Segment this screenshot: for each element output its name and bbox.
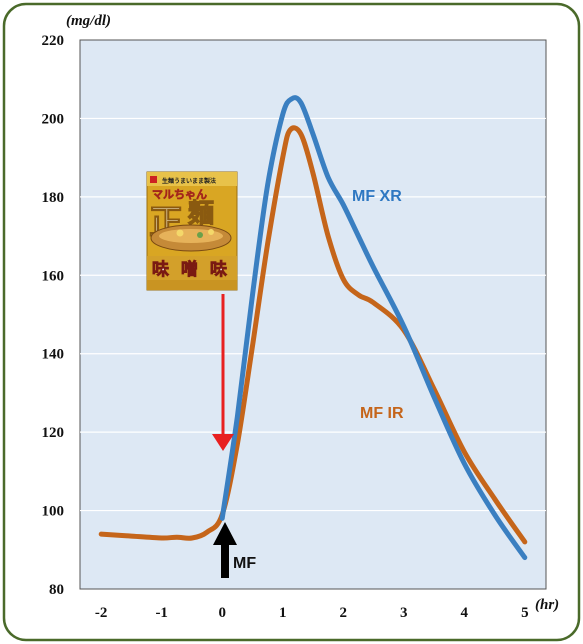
y-tick-label: 220 [42, 33, 65, 49]
x-tick-label: 0 [218, 605, 226, 621]
x-tick-label: 4 [461, 605, 469, 621]
package-brand: マルちゃん [152, 188, 207, 201]
y-tick-label: 100 [42, 504, 65, 520]
x-tick-label: 3 [400, 605, 408, 621]
x-tick-label: 5 [521, 605, 529, 621]
x-axis-ticks: -2 -1 0 1 2 3 4 5 [95, 605, 529, 621]
y-axis-ticks: 80 100 120 140 160 180 200 220 [42, 33, 65, 598]
plot-area [79, 39, 547, 590]
x-axis-unit: (hr) [535, 597, 559, 613]
package-flavor-char-3: 味 [210, 259, 227, 280]
y-tick-label: 180 [42, 190, 65, 206]
meal-arrow [212, 294, 234, 451]
package-flavor-char-1: 味 [152, 259, 169, 280]
mf-dose-arrow [213, 522, 237, 578]
y-tick-label: 140 [42, 347, 65, 363]
series-label-mf-ir: MF IR [360, 405, 404, 422]
x-tick-label: -2 [95, 605, 108, 621]
noodle-package-illustration: 生麺うまいまま製法 マルちゃん 正 麺 味 噌 味 [146, 171, 238, 291]
mf-dose-label: MF [233, 555, 256, 572]
y-tick-label: 120 [42, 425, 65, 441]
y-tick-label: 160 [42, 268, 65, 284]
package-flavor-char-2: 噌 [181, 259, 198, 280]
x-tick-label: -1 [155, 605, 168, 621]
series-label-mf-xr: MF XR [352, 188, 402, 205]
series-lines [98, 95, 528, 561]
y-axis-unit: (mg/dl) [66, 13, 111, 29]
y-tick-label: 200 [42, 111, 65, 127]
package-top-text: 生麺うまいまま製法 [162, 177, 216, 185]
package-big-char-2: 麺 [187, 199, 214, 229]
y-tick-label: 80 [49, 582, 64, 598]
x-tick-label: 2 [340, 605, 348, 621]
x-tick-label: 1 [279, 605, 287, 621]
series-line-mf-xr [219, 95, 528, 561]
